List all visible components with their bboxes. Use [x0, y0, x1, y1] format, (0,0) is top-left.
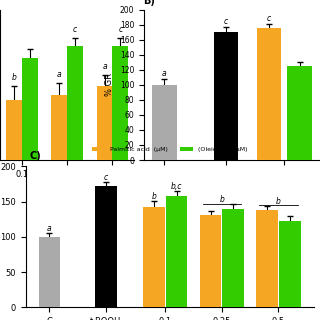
Text: b: b — [12, 73, 16, 82]
Text: a: a — [162, 69, 167, 78]
Bar — [222, 209, 244, 307]
Text: a: a — [57, 70, 61, 79]
Bar — [200, 215, 221, 307]
Text: c: c — [104, 173, 108, 182]
Text: b: b — [152, 192, 156, 201]
Text: a: a — [102, 62, 107, 71]
Bar — [213, 32, 238, 160]
Bar — [22, 58, 38, 320]
Text: b,c: b,c — [171, 182, 182, 191]
Bar — [97, 86, 112, 320]
Text: a: a — [47, 224, 52, 233]
Bar — [152, 85, 177, 160]
Bar — [143, 206, 165, 307]
Bar — [257, 28, 281, 160]
Bar — [256, 210, 278, 307]
Y-axis label: % GR: % GR — [105, 73, 114, 96]
Bar — [112, 46, 128, 320]
Text: C): C) — [30, 151, 41, 161]
Bar — [287, 66, 312, 160]
Text: c: c — [73, 25, 77, 34]
Bar — [67, 46, 83, 320]
Bar — [39, 237, 60, 307]
Text: c: c — [118, 25, 123, 34]
Bar — [279, 220, 300, 307]
Legend: Palmitic acid  (μM), (Oleic acid (μM): Palmitic acid (μM), (Oleic acid (μM) — [90, 144, 250, 155]
Text: b: b — [220, 195, 224, 204]
Legend: Palmitic acid  (μM), Oleic acid (μM): Palmitic acid (μM), Oleic acid (μM) — [0, 0, 154, 1]
Bar — [95, 186, 117, 307]
Bar — [6, 100, 22, 320]
Bar — [52, 95, 67, 320]
Text: c: c — [224, 17, 228, 26]
Text: B): B) — [143, 0, 155, 6]
Text: b: b — [276, 197, 281, 206]
Text: c: c — [267, 14, 271, 23]
Bar — [166, 196, 188, 307]
